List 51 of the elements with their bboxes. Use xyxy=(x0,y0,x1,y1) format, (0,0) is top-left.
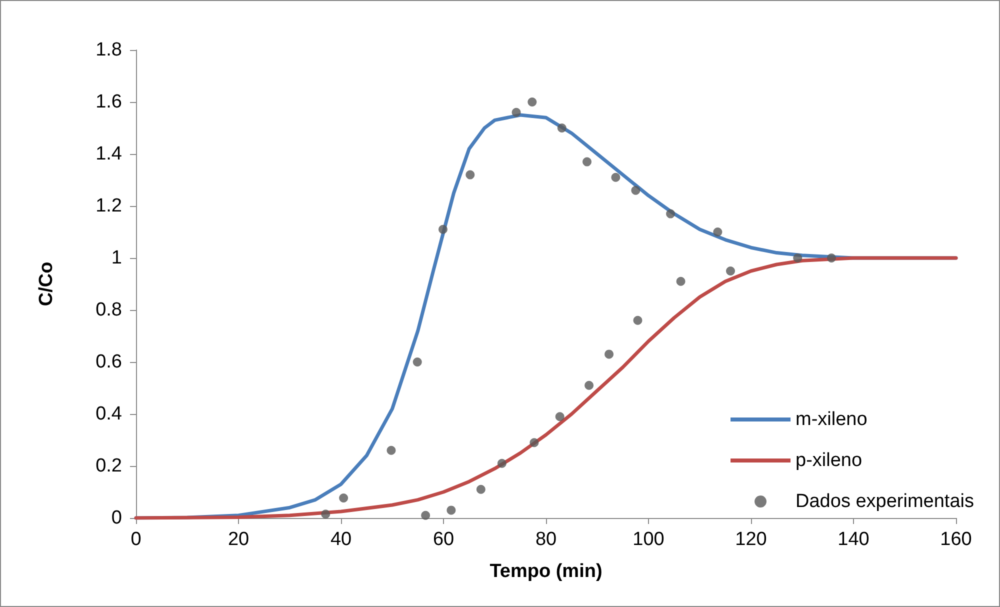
point xyxy=(528,98,537,106)
point xyxy=(555,412,564,422)
point xyxy=(582,157,592,166)
point xyxy=(713,228,722,236)
legend-label: m-xileno xyxy=(796,409,868,430)
point xyxy=(412,358,422,366)
y-tick-label: 0.8 xyxy=(96,300,122,320)
point xyxy=(633,316,642,325)
point xyxy=(321,510,330,519)
point xyxy=(557,124,566,132)
x-tick-label: 120 xyxy=(735,529,767,550)
point xyxy=(446,506,456,515)
y-tick-label: 1.8 xyxy=(96,40,122,60)
legend-label: Dados experimentais xyxy=(796,491,974,512)
point xyxy=(466,170,475,180)
point xyxy=(476,484,486,494)
point xyxy=(530,438,539,448)
x-tick-label: 140 xyxy=(838,529,870,550)
y-axis-title: C/Co xyxy=(36,262,57,306)
point xyxy=(604,350,614,359)
point xyxy=(666,209,676,218)
x-tick-label: 40 xyxy=(330,529,352,550)
point xyxy=(339,493,348,502)
x-tick-label: 80 xyxy=(535,529,557,550)
x-tick-label: 100 xyxy=(632,529,664,550)
legend-label: p-xileno xyxy=(796,450,862,471)
y-tick-label: 1.2 xyxy=(96,196,122,216)
point xyxy=(631,186,640,195)
x-tick-label: 60 xyxy=(432,529,454,550)
x-axis-title: Tempo (min) xyxy=(490,561,602,582)
point xyxy=(726,266,735,276)
point xyxy=(512,108,521,117)
y-tick-label: 0 xyxy=(111,508,122,528)
x-tick-label: 20 xyxy=(228,529,250,550)
point xyxy=(584,380,594,390)
x-tick-label: 0 xyxy=(130,529,142,550)
y-tick-label: 1.6 xyxy=(96,92,122,112)
point xyxy=(497,458,506,468)
y-tick-label: 1.4 xyxy=(96,144,122,164)
y-tick-label: 0.2 xyxy=(96,456,122,476)
y-tick-label: 1 xyxy=(111,248,122,268)
point xyxy=(676,276,686,286)
point xyxy=(826,254,836,262)
point xyxy=(386,446,396,455)
point xyxy=(421,510,430,520)
x-tick-label: 160 xyxy=(940,529,972,550)
point xyxy=(611,172,620,182)
point xyxy=(438,224,448,234)
y-tick-label: 0.6 xyxy=(96,352,122,372)
y-tick-label: 0.4 xyxy=(96,404,122,424)
point xyxy=(793,254,802,262)
